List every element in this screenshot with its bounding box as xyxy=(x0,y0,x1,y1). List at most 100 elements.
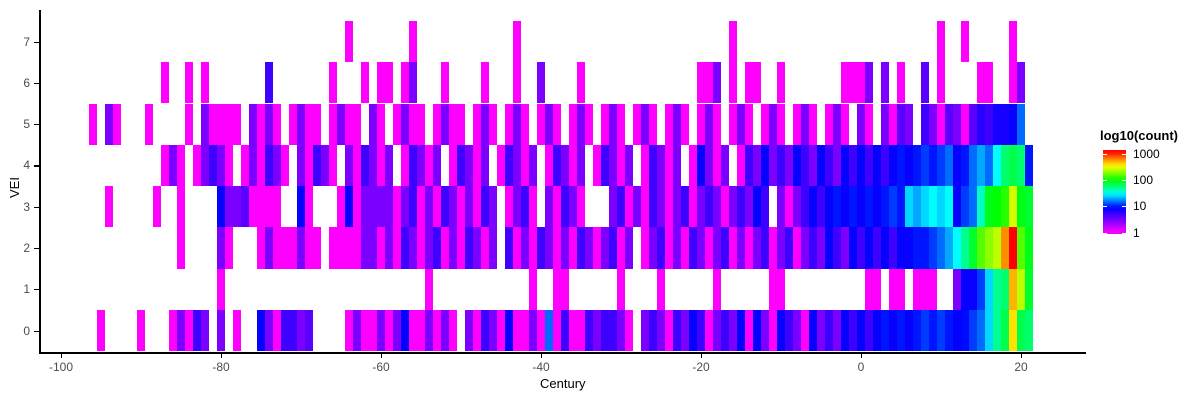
heatmap-cell xyxy=(217,268,225,310)
heatmap-cell xyxy=(561,310,569,352)
heatmap-cell xyxy=(393,310,401,352)
legend-tick-mark xyxy=(1103,153,1107,155)
heatmap-cell xyxy=(1009,103,1017,145)
heatmap-cell xyxy=(977,103,985,145)
heatmap-cell xyxy=(297,227,305,269)
heatmap-cell xyxy=(577,144,585,187)
heatmap-cell xyxy=(841,103,849,145)
heatmap-cell xyxy=(473,144,481,187)
heatmap-cell xyxy=(441,186,449,228)
heatmap-cell xyxy=(793,103,801,145)
heatmap-cell xyxy=(417,310,425,352)
heatmap-cell xyxy=(977,310,985,352)
heatmap-cell xyxy=(313,227,321,269)
heatmap-cell xyxy=(585,227,593,269)
legend-gradient xyxy=(1103,150,1126,234)
heatmap-cell xyxy=(305,103,313,145)
heatmap-cell xyxy=(449,310,457,352)
heatmap-cell xyxy=(249,186,257,228)
heatmap-cell xyxy=(513,20,521,63)
heatmap-cell xyxy=(801,103,809,145)
heatmap-cell xyxy=(689,310,697,352)
heatmap-cell xyxy=(801,144,809,187)
heatmap-cell xyxy=(1017,268,1025,310)
heatmap-cell xyxy=(1001,144,1009,187)
heatmap-cell xyxy=(793,144,801,187)
heatmap-cell xyxy=(761,103,769,145)
heatmap-cell xyxy=(641,144,649,187)
heatmap-cell xyxy=(337,186,345,228)
heatmap-cell xyxy=(537,227,545,269)
heatmap-cell xyxy=(1009,62,1017,104)
heatmap-cell xyxy=(737,186,745,228)
heatmap-cell xyxy=(217,103,225,145)
heatmap-cell xyxy=(881,227,889,269)
heatmap-cell xyxy=(777,144,785,187)
heatmap-cell xyxy=(609,186,617,228)
heatmap-cell xyxy=(529,186,537,228)
heatmap-cell xyxy=(1001,103,1009,145)
y-tick-label: 6 xyxy=(23,75,30,90)
heatmap-cell xyxy=(817,227,825,269)
heatmap-cell xyxy=(433,144,441,187)
heatmap-cell xyxy=(609,310,617,352)
heatmap-cell xyxy=(505,103,513,145)
legend-tick-label: 1000 xyxy=(1133,146,1160,161)
heatmap-cell xyxy=(297,144,305,187)
heatmap-cell xyxy=(297,310,305,352)
heatmap-cell xyxy=(241,144,249,187)
heatmap-cell xyxy=(609,144,617,187)
heatmap-cell xyxy=(265,144,273,187)
heatmap-cell xyxy=(425,186,433,228)
heatmap-cell xyxy=(425,310,433,352)
heatmap-cell xyxy=(505,310,513,352)
heatmap-cell xyxy=(745,186,753,228)
heatmap-cell xyxy=(617,103,625,145)
heatmap-cell xyxy=(529,268,537,310)
heatmap-cell xyxy=(697,227,705,269)
heatmap-cell xyxy=(881,310,889,352)
legend-tick-label: 1 xyxy=(1133,225,1140,240)
heatmap-cell xyxy=(865,227,873,269)
heatmap-cell xyxy=(977,268,985,310)
y-tick-label: 2 xyxy=(23,241,30,255)
heatmap-cell xyxy=(297,186,305,228)
heatmap-cell xyxy=(865,186,873,228)
heatmap-cell xyxy=(953,144,961,187)
heatmap-cell xyxy=(649,186,657,228)
heatmap-cell xyxy=(377,310,385,352)
heatmap-cell xyxy=(865,62,873,104)
heatmap-cell xyxy=(177,144,185,187)
heatmap-cell xyxy=(409,103,417,145)
heatmap-cell xyxy=(705,103,713,145)
heatmap-cell xyxy=(745,103,753,145)
heatmap-cell xyxy=(1001,186,1009,228)
heatmap-cell xyxy=(665,227,673,269)
heatmap-cell xyxy=(809,227,817,269)
heatmap-cell xyxy=(425,268,433,310)
heatmap-cell xyxy=(377,103,385,145)
x-tick-mark xyxy=(701,353,703,358)
heatmap-cell xyxy=(761,227,769,269)
heatmap-cell xyxy=(929,268,937,310)
heatmap-cell xyxy=(969,310,977,352)
heatmap-cell xyxy=(441,227,449,269)
heatmap-cell xyxy=(385,186,393,228)
heatmap-cell xyxy=(921,227,929,269)
heatmap-cell xyxy=(361,310,369,352)
heatmap-cell xyxy=(281,227,289,269)
heatmap-cell xyxy=(353,227,361,269)
heatmap-cell xyxy=(753,144,761,187)
heatmap-cell xyxy=(889,186,897,228)
heatmap-cell xyxy=(889,227,897,269)
x-axis-line xyxy=(39,352,1086,354)
heatmap-cell xyxy=(481,144,489,187)
heatmap-cell xyxy=(657,144,665,187)
heatmap-cell xyxy=(561,227,569,269)
heatmap-cell xyxy=(969,103,977,145)
heatmap-cell xyxy=(961,20,969,63)
heatmap-cell xyxy=(577,186,585,228)
heatmap-cell xyxy=(689,227,697,269)
heatmap-cell xyxy=(465,186,473,228)
